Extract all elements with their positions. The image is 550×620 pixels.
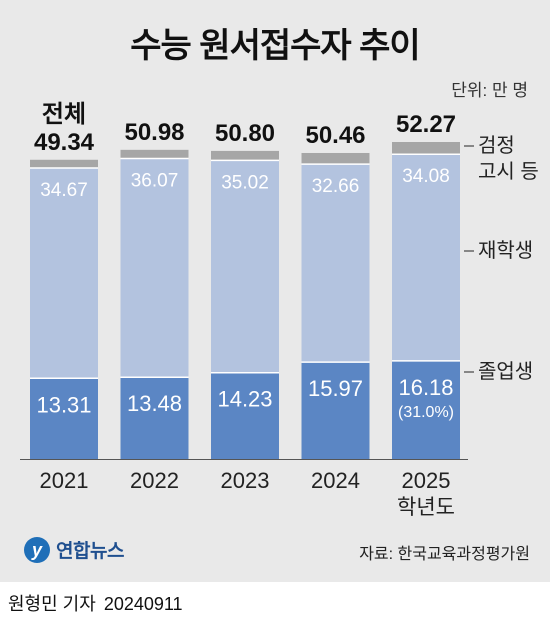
enrolled-value-label: 34.67 xyxy=(40,180,88,201)
bar-other-2021 xyxy=(30,159,98,169)
graduate-value-label: 13.31 xyxy=(36,392,91,417)
bar-enrolled-2025 xyxy=(392,154,460,361)
date: 20240911 xyxy=(103,594,183,614)
x-tick-sublabel: 학년도 xyxy=(397,496,455,519)
graduate-share-label: (31.0%) xyxy=(398,404,454,421)
legend-graduates-label: 졸업생 xyxy=(478,360,533,383)
chart-card: 수능 원서접수자 추이 단위: 만 명 13.31 34.67 49.34 전체 202… xyxy=(0,0,550,582)
bar-graduates-2024 xyxy=(301,362,370,459)
chart-title: 수능 원서접수자 추이 xyxy=(130,27,420,65)
enrolled-value-label: 35.02 xyxy=(221,172,269,193)
logo-text: 연합뉴스 xyxy=(56,541,124,562)
yonhap-logo: y 연합뉴스 xyxy=(24,536,124,563)
graduate-value-label: 16.18 xyxy=(398,375,453,400)
graduate-value-label: 15.97 xyxy=(308,376,363,401)
bar-other-2024 xyxy=(301,152,370,165)
graduate-value-label: 13.48 xyxy=(127,391,182,416)
bar-other-2025 xyxy=(392,142,460,155)
x-tick-label: 2023 xyxy=(221,468,270,493)
legend-enrolled-label: 재학생 xyxy=(478,239,533,262)
legend-other-label: 고시 등 xyxy=(478,161,539,183)
bar-enrolled-2022 xyxy=(120,158,189,378)
graduate-value-label: 14.23 xyxy=(217,387,272,412)
byline: 원형민 기자 20240911 xyxy=(8,590,183,616)
author: 원형민 기자 xyxy=(8,594,96,614)
bar-enrolled-2023 xyxy=(211,160,279,373)
bar-other-2023 xyxy=(211,150,279,161)
enrolled-value-label: 36.07 xyxy=(131,170,179,191)
bar-other-2022 xyxy=(120,149,189,159)
bar-graduates-2021 xyxy=(30,378,98,459)
x-tick-label: 2025 xyxy=(402,468,451,493)
total-value-label: 50.80 xyxy=(215,120,275,147)
source-label: 자료: 한국교육과정평가원 xyxy=(359,546,530,563)
total-value-label: 50.98 xyxy=(124,119,184,146)
total-value-label: 52.27 xyxy=(396,111,456,138)
yonhap-logo-icon: y xyxy=(24,536,50,563)
bar-enrolled-2021 xyxy=(30,168,98,379)
x-tick-label: 2021 xyxy=(40,468,89,493)
unit-label: 단위: 만 명 xyxy=(451,81,528,100)
x-tick-label: 2022 xyxy=(130,468,179,493)
total-prefix-label: 전체 xyxy=(42,101,86,128)
total-value-label: 50.46 xyxy=(305,122,365,149)
enrolled-value-label: 34.08 xyxy=(402,166,450,187)
total-value-label: 49.34 xyxy=(34,129,95,156)
bar-enrolled-2024 xyxy=(301,164,370,363)
legend-other-label: 검정 xyxy=(478,134,515,157)
enrolled-value-label: 32.66 xyxy=(312,176,360,197)
bar-graduates-2022 xyxy=(120,377,189,459)
bar-graduates-2023 xyxy=(211,372,279,459)
bar-graduates-2025 xyxy=(392,360,460,459)
x-tick-label: 2024 xyxy=(311,468,360,493)
